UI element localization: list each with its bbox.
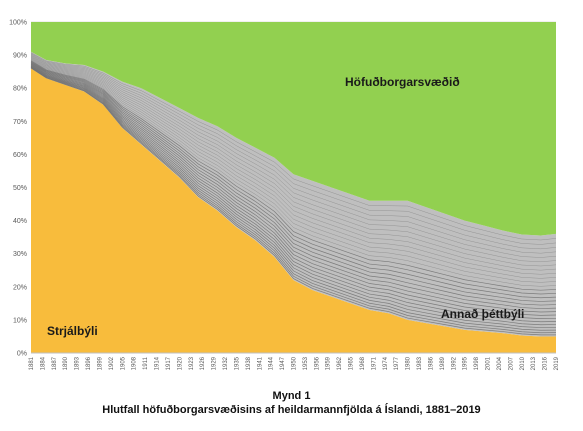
x-tick-label: 2016	[543, 356, 549, 370]
label-hofudborgarsvaedid: Höfuðborgarsvæðið	[345, 75, 460, 89]
settlement-band-line	[30, 61, 557, 295]
settlement-band-line	[30, 58, 557, 279]
x-tick-label: 1884	[40, 356, 46, 370]
y-tick-label: 90%	[13, 53, 27, 60]
y-tick-label: 0%	[17, 351, 27, 358]
x-tick-label: 1980	[406, 356, 412, 370]
x-tick-label: 1959	[326, 356, 332, 370]
x-tick-label: 2001	[486, 356, 492, 370]
settlement-band-line	[30, 57, 557, 271]
x-tick-label: 1920	[177, 356, 183, 370]
x-tick-label: 1905	[120, 356, 126, 370]
settlement-band-line	[30, 64, 557, 316]
x-tick-label: 1962	[337, 356, 343, 370]
x-tick-label: 2007	[508, 356, 514, 370]
figure-number: Mynd 1	[272, 390, 311, 402]
x-tick-label: 1890	[63, 356, 69, 370]
settlement-band-line	[30, 67, 557, 331]
x-tick-label: 1929	[212, 356, 218, 370]
x-tick-label: 1983	[417, 356, 423, 370]
x-tick-label: 1956	[314, 356, 320, 370]
x-tick-label: 1947	[280, 356, 286, 370]
y-tick-label: 20%	[13, 284, 27, 291]
x-tick-label: 1902	[109, 356, 115, 370]
x-tick-label: 1998	[474, 356, 480, 370]
y-axis-ticks: 0% 10% 20% 30% 40% 50% 60% 70% 80% 90% 100%	[9, 20, 27, 358]
x-tick-label: 2010	[520, 356, 526, 370]
label-strjalbyli: Strjálbýli	[47, 324, 98, 338]
y-tick-label: 10%	[13, 317, 27, 324]
x-tick-label: 1977	[394, 356, 400, 370]
x-tick-label: 1950	[292, 356, 298, 370]
settlement-band-line	[30, 53, 557, 250]
y-tick-label: 30%	[13, 251, 27, 258]
x-tick-label: 2013	[531, 356, 537, 370]
y-tick-label: 70%	[13, 119, 27, 126]
settlement-band-line	[30, 53, 557, 245]
settlement-band-line	[30, 57, 557, 275]
x-tick-label: 1896	[86, 356, 92, 370]
x-tick-label: 1986	[428, 356, 434, 370]
x-axis-ticks: 1881 1884 1887 1890 1893 1896 1899 1902 1905 1908…	[29, 356, 560, 370]
y-tick-label: 100%	[9, 20, 27, 27]
x-tick-label: 1893	[75, 356, 81, 370]
label-annad-thettbyli: Annað þéttbýli	[441, 307, 524, 321]
x-tick-label: 1989	[440, 356, 446, 370]
settlement-band-line	[30, 67, 557, 336]
x-tick-label: 1923	[189, 356, 195, 370]
settlement-band-line	[30, 62, 557, 306]
settlement-band-line	[30, 66, 557, 328]
x-tick-label: 1926	[200, 356, 206, 370]
settlement-band-line	[30, 65, 557, 323]
settlement-band-line	[30, 52, 557, 241]
settlement-band-line	[30, 60, 557, 291]
x-tick-label: 1938	[246, 356, 252, 370]
settlement-band-line	[30, 59, 557, 283]
x-tick-label: 1974	[383, 356, 389, 370]
settlement-band-line	[30, 63, 557, 309]
x-tick-label: 1941	[257, 356, 263, 370]
area-strjalbyli	[31, 68, 556, 353]
x-tick-label: 1995	[463, 356, 469, 370]
y-tick-label: 60%	[13, 152, 27, 159]
area-hofudborgarsvaedid	[31, 22, 556, 236]
settlement-band-line	[30, 55, 557, 262]
x-tick-label: 1908	[132, 356, 138, 370]
settlement-band-line	[30, 67, 557, 334]
x-tick-label: 1968	[360, 356, 366, 370]
y-tick-label: 40%	[13, 218, 27, 225]
x-tick-label: 1917	[166, 356, 172, 370]
x-tick-label: 1971	[371, 356, 377, 370]
y-tick-label: 50%	[13, 185, 27, 192]
x-tick-label: 1992	[451, 356, 457, 370]
x-tick-label: 1935	[234, 356, 240, 370]
x-tick-label: 1944	[269, 356, 275, 370]
x-tick-label: 1911	[143, 356, 149, 370]
stacked-area-chart: 0%10%20%30%40%50%60%70%80%90%100% 1881 18…	[9, 20, 560, 371]
figure-caption: Hlutfall höfuðborgarsvæðisins af heildar…	[102, 404, 481, 416]
settlement-band-line	[30, 59, 557, 287]
settlement-band-lines	[30, 52, 557, 336]
area-layers	[31, 22, 556, 353]
x-tick-label: 2019	[554, 356, 560, 370]
x-tick-label: 1899	[97, 356, 103, 370]
x-tick-label: 1953	[303, 356, 309, 370]
x-tick-label: 1965	[349, 356, 355, 370]
settlement-band-line	[30, 55, 557, 258]
x-tick-label: 2004	[497, 356, 503, 370]
x-tick-label: 1881	[29, 356, 35, 370]
settlement-band-line	[30, 62, 557, 302]
settlement-band-line	[30, 54, 557, 254]
x-tick-label: 1914	[155, 356, 161, 370]
settlement-band-line	[30, 61, 557, 299]
x-tick-label: 1932	[223, 356, 229, 370]
settlement-band-line	[30, 65, 557, 319]
settlement-band-line	[30, 66, 557, 326]
settlement-band-line	[30, 64, 557, 313]
x-tick-label: 1887	[52, 356, 58, 370]
y-tick-label: 80%	[13, 86, 27, 93]
settlement-band-line	[30, 56, 557, 267]
